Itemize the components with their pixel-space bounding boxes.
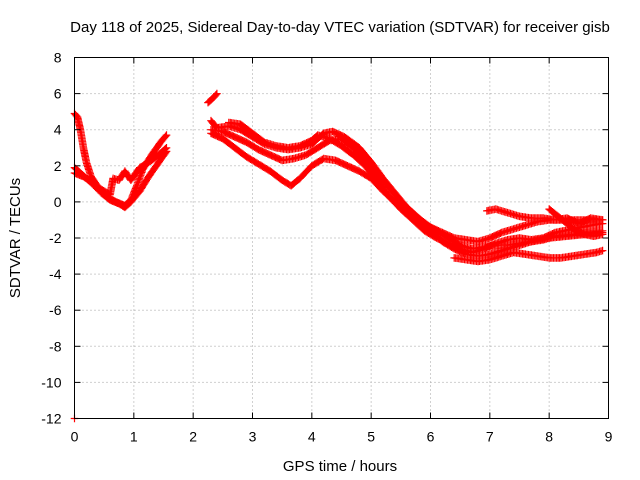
y-tick-label: 8 [54,50,62,66]
x-axis-label: GPS time / hours [283,458,397,475]
y-tick-label: -12 [41,411,61,427]
y-tick-label: -10 [41,374,61,390]
series-segment-h [225,118,607,257]
series-segment-d [204,89,221,107]
series-segment-j [483,205,607,228]
x-tick-label: 7 [486,429,494,445]
y-tick-label: 6 [54,86,62,102]
y-tick-label: -2 [49,230,62,246]
data-points [483,205,607,228]
chart-title: Day 118 of 2025, Sidereal Day-to-day VTE… [70,19,610,36]
x-tick-labels: 0 1 2 3 4 5 6 7 8 9 [71,429,613,445]
y-tick-label: -6 [49,302,62,318]
y-tick-label: -4 [49,266,62,282]
x-tick-label: 0 [71,429,79,445]
x-tick-label: 6 [427,429,435,445]
y-tick-label: 2 [54,158,62,174]
y-axis-label: SDTVAR / TECUs [7,178,24,298]
y-tick-labels: -12 -10 -8 -6 -4 -2 0 2 4 6 8 [41,50,61,427]
series-segment-i [450,246,607,266]
data-points [545,205,607,240]
x-tick-label: 8 [545,429,553,445]
data-layer [70,89,607,423]
y-tick-label: 4 [54,122,62,138]
y-tick-label: -8 [49,338,62,354]
x-tick-label: 5 [367,429,375,445]
grid-layer [74,57,609,419]
y-tick-label: 0 [54,194,62,210]
data-points [225,118,607,257]
x-tick-label: 4 [308,429,316,445]
series-segment-k [545,205,607,240]
tick-layer [74,57,609,419]
data-points [204,89,221,107]
x-tick-label: 9 [605,429,613,445]
x-tick-label: 1 [130,429,138,445]
x-tick-label: 3 [249,429,257,445]
data-points [450,246,607,266]
x-tick-label: 2 [189,429,197,445]
